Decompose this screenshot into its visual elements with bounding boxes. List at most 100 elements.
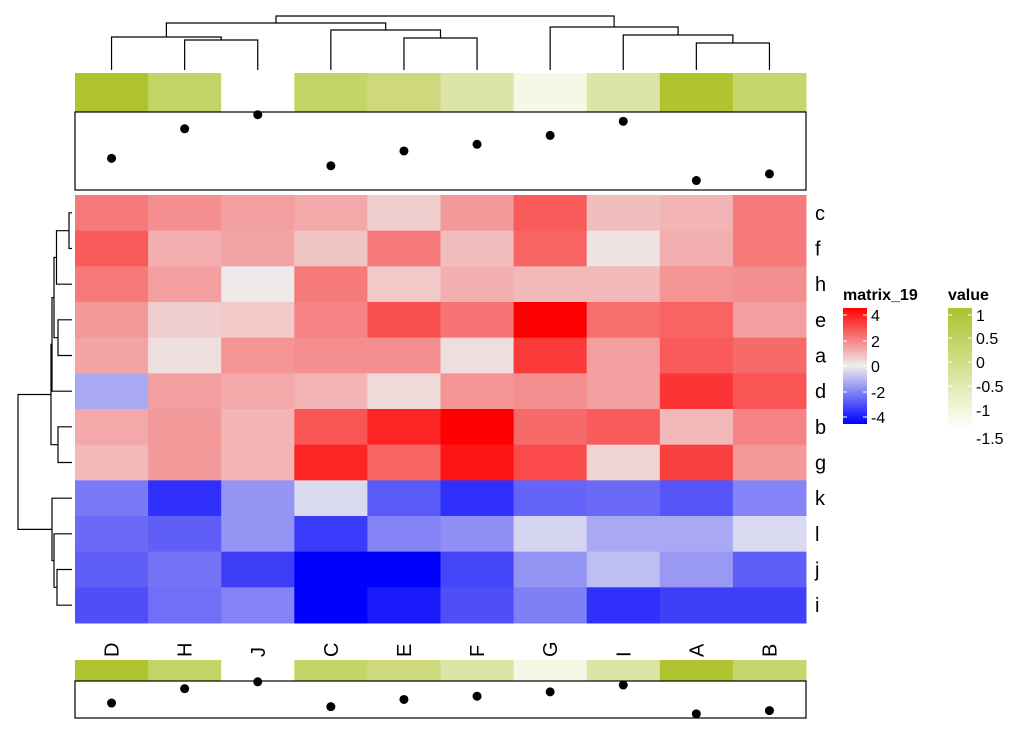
cell-i-E [367, 587, 441, 624]
cell-c-G [513, 195, 588, 232]
cell-d-I [586, 373, 661, 410]
cell-g-C [294, 444, 368, 481]
row-label: f [815, 239, 821, 261]
bottom-point-I [618, 680, 628, 690]
row-label: j [814, 560, 819, 582]
cell-g-I [586, 444, 661, 481]
column-label: C [321, 643, 343, 657]
top-anno-cell-B [732, 73, 807, 112]
cell-d-J [221, 373, 295, 410]
cell-f-I [586, 230, 661, 267]
cell-l-H [148, 516, 222, 553]
cell-f-F [440, 230, 515, 267]
cell-c-B [732, 195, 807, 232]
col-branch-H-J [184, 39, 259, 70]
bottom-anno-cell-C [294, 660, 368, 681]
cell-a-D [75, 337, 149, 374]
top-anno-cell-D [75, 73, 149, 112]
top-anno-cell-A [659, 73, 734, 112]
row-branch-d [51, 296, 72, 392]
cell-j-I [586, 551, 661, 588]
top-point-D [107, 153, 117, 163]
top-point-I [618, 116, 628, 126]
cell-d-F [440, 373, 515, 410]
cell-h-C [294, 266, 368, 303]
top-point-F [472, 139, 482, 149]
col-branch-I-AB [622, 34, 734, 70]
cell-g-B [732, 444, 807, 481]
legend-value: value 1 0.5 0 -0.5 -1 -1.5 [948, 287, 1004, 448]
bottom-point-B [764, 706, 774, 716]
cell-d-G [513, 373, 588, 410]
cell-a-I [586, 337, 661, 374]
column-label: E [394, 644, 416, 657]
top-point-A [691, 176, 701, 186]
cell-c-D [75, 195, 149, 232]
cell-k-I [586, 480, 661, 517]
cell-i-B [732, 587, 807, 624]
top-point-box [74, 111, 807, 191]
cell-i-A [659, 587, 734, 624]
cell-d-C [294, 373, 368, 410]
cell-f-H [148, 230, 222, 267]
cell-h-A [659, 266, 734, 303]
cell-h-E [367, 266, 441, 303]
cell-b-G [513, 409, 588, 446]
row-branch-root [17, 393, 52, 530]
bottom-anno-cell-B [732, 660, 807, 681]
cell-b-A [659, 409, 734, 446]
cell-d-B [732, 373, 807, 410]
bottom-point-J [253, 677, 263, 687]
cell-e-J [221, 302, 295, 339]
bottom-point-H [180, 684, 190, 694]
cell-a-F [440, 337, 515, 374]
top-point-G [545, 130, 555, 140]
cell-l-B [732, 516, 807, 553]
cell-h-I [586, 266, 661, 303]
cell-l-C [294, 516, 368, 553]
cell-i-F [440, 587, 515, 624]
legend-matrix-tick-label: 2 [871, 334, 880, 351]
cell-e-E [367, 302, 441, 339]
row-branch-b-g [57, 426, 72, 464]
cell-c-J [221, 195, 295, 232]
cell-e-D [75, 302, 149, 339]
bottom-anno-cell-E [367, 660, 441, 681]
bottom-anno-cell-F [440, 660, 515, 681]
top-anno-cell-H [148, 73, 222, 112]
cell-e-B [732, 302, 807, 339]
cell-k-J [221, 480, 295, 517]
column-label: D [102, 643, 124, 657]
cell-j-A [659, 551, 734, 588]
cell-c-C [294, 195, 368, 232]
cell-h-G [513, 266, 588, 303]
top-anno-cell-E [367, 73, 441, 112]
top-point-B [764, 169, 774, 179]
bottom-point-G [545, 687, 555, 697]
cell-k-H [148, 480, 222, 517]
top-anno-cell-I [586, 73, 661, 112]
cell-h-J [221, 266, 295, 303]
cell-k-G [513, 480, 588, 517]
top-anno-cell-F [440, 73, 515, 112]
cell-g-A [659, 444, 734, 481]
top-point-E [399, 146, 409, 156]
legend-value-tick-label: -1.5 [976, 431, 1004, 448]
bottom-anno-cell-D [75, 660, 149, 681]
row-label: e [815, 310, 826, 332]
legend-matrix-tick-label: -4 [871, 410, 885, 427]
cell-d-E [367, 373, 441, 410]
cell-i-D [75, 587, 149, 624]
cell-k-D [75, 480, 149, 517]
cell-h-F [440, 266, 515, 303]
cell-b-E [367, 409, 441, 446]
row-branch-c-f [68, 212, 72, 250]
legend-matrix-tick-label: 4 [871, 308, 880, 325]
cell-f-A [659, 230, 734, 267]
cell-j-J [221, 551, 295, 588]
bottom-point-F [472, 691, 482, 701]
cell-g-F [440, 444, 515, 481]
top-point-C [326, 161, 336, 171]
